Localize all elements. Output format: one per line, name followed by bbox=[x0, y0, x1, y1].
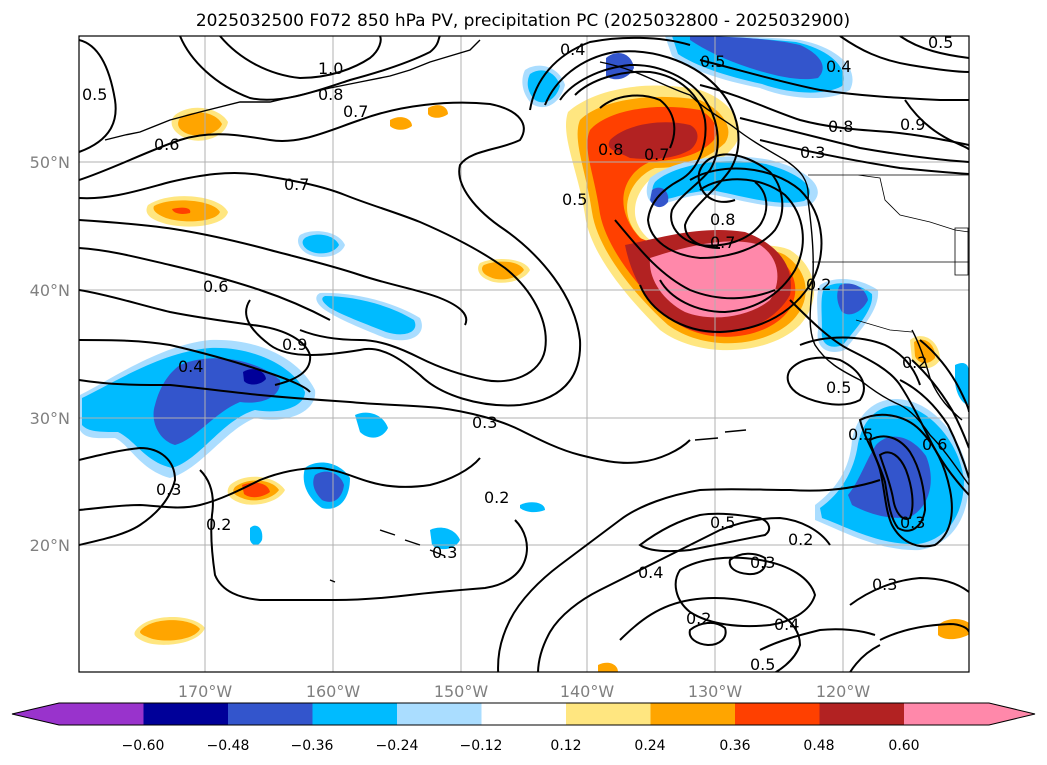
plot-area: 0.4 0.5 0.4 0.5 1.0 0.8 0.7 0.5 0.6 0.8 … bbox=[79, 33, 969, 674]
lat-label: 40°N bbox=[30, 281, 70, 300]
contour-label: 0.8 bbox=[710, 210, 735, 229]
colorbar-segment bbox=[397, 703, 482, 725]
contour-label: 0.3 bbox=[800, 143, 825, 162]
pv-contour-labels: 0.4 0.5 0.4 0.5 1.0 0.8 0.7 0.5 0.6 0.8 … bbox=[82, 33, 953, 674]
colorbar-segment bbox=[650, 703, 736, 725]
colorbar-segment bbox=[904, 703, 989, 725]
lon-label: 130°W bbox=[688, 682, 743, 701]
longitude-labels: 170°W 160°W 150°W 140°W 130°W 120°W bbox=[178, 682, 871, 701]
contour-label: 0.3 bbox=[432, 543, 457, 562]
colorbar-segment bbox=[481, 703, 567, 725]
colorbar-extend-max bbox=[989, 703, 1035, 725]
colorbar-segment bbox=[566, 703, 651, 725]
contour-label: 0.4 bbox=[774, 615, 799, 634]
colorbar-tick-label: −0.36 bbox=[291, 738, 334, 754]
colorbar-tick-label: −0.24 bbox=[376, 738, 419, 754]
contour-label: 0.2 bbox=[788, 530, 813, 549]
contour-label: 0.6 bbox=[154, 135, 179, 154]
contour-label: 0.3 bbox=[750, 553, 775, 572]
lat-label: 50°N bbox=[30, 153, 70, 172]
contour-label: 0.2 bbox=[484, 488, 509, 507]
plot-frame bbox=[78, 35, 970, 673]
colorbar-segment bbox=[312, 703, 398, 725]
pv-contours bbox=[79, 36, 969, 672]
contour-label: 0.6 bbox=[203, 277, 228, 296]
lon-label: 140°W bbox=[560, 682, 615, 701]
colorbar-tick-label: 0.36 bbox=[719, 738, 750, 754]
contour-label: 0.2 bbox=[806, 275, 831, 294]
colorbar-outline bbox=[11, 702, 1036, 726]
colorbar: −0.60 −0.48 −0.36 −0.24 −0.12 0.12 0.24 … bbox=[11, 702, 1036, 754]
contour-label: 0.2 bbox=[686, 609, 711, 628]
contour-label: 0.7 bbox=[284, 175, 309, 194]
colorbar-segments bbox=[12, 703, 1035, 725]
contour-label: 0.5 bbox=[82, 85, 107, 104]
contour-label: 0.9 bbox=[282, 335, 307, 354]
lon-label: 120°W bbox=[816, 682, 871, 701]
contour-label: 0.4 bbox=[826, 57, 851, 76]
colorbar-tick-label: −0.60 bbox=[122, 738, 165, 754]
colorbar-segment bbox=[819, 703, 905, 725]
colorbar-tick-label: 0.12 bbox=[550, 738, 581, 754]
contour-label: 0.4 bbox=[638, 563, 663, 582]
contour-label: 0.3 bbox=[872, 575, 897, 594]
contour-label: 0.5 bbox=[710, 513, 735, 532]
contour-label: 1.0 bbox=[318, 59, 343, 78]
colorbar-segment bbox=[143, 703, 229, 725]
contour-label: 0.4 bbox=[560, 40, 585, 59]
lon-label: 170°W bbox=[178, 682, 233, 701]
lat-label: 30°N bbox=[30, 409, 70, 428]
colorbar-tick-labels: −0.60 −0.48 −0.36 −0.24 −0.12 0.12 0.24 … bbox=[122, 738, 920, 754]
contour-label: 0.5 bbox=[826, 378, 851, 397]
contour-label: 0.2 bbox=[206, 515, 231, 534]
lon-label: 160°W bbox=[306, 682, 361, 701]
figure-title: 2025032500 F072 850 hPa PV, precipitatio… bbox=[196, 11, 850, 31]
contour-label: 0.3 bbox=[900, 513, 925, 532]
contour-label: 0.2 bbox=[902, 353, 927, 372]
contour-label: 0.5 bbox=[562, 190, 587, 209]
colorbar-extend-min bbox=[12, 703, 59, 725]
lat-label: 20°N bbox=[30, 536, 70, 555]
contour-label: 0.5 bbox=[700, 52, 725, 71]
contour-label: 0.5 bbox=[750, 655, 775, 674]
contour-label: 0.8 bbox=[318, 85, 343, 104]
contour-label: 0.7 bbox=[343, 102, 368, 121]
latitude-labels: 50°N 40°N 30°N 20°N bbox=[30, 153, 70, 555]
colorbar-segment bbox=[228, 703, 313, 725]
colorbar-tick-label: 0.48 bbox=[803, 738, 834, 754]
colorbar-tick-label: 0.24 bbox=[634, 738, 665, 754]
contour-label: 0.5 bbox=[928, 33, 953, 52]
colorbar-segment bbox=[735, 703, 820, 725]
contour-label: 0.6 bbox=[922, 435, 947, 454]
contour-label: 0.3 bbox=[156, 480, 181, 499]
colorbar-tick-label: −0.12 bbox=[460, 738, 503, 754]
contour-label: 0.7 bbox=[710, 233, 735, 252]
contour-label: 0.8 bbox=[828, 117, 853, 136]
contour-label: 0.8 bbox=[598, 140, 623, 159]
colorbar-tick-label: 0.60 bbox=[888, 738, 919, 754]
colorbar-segment bbox=[59, 703, 144, 725]
coastlines bbox=[104, 39, 969, 583]
contour-label: 0.7 bbox=[644, 145, 669, 164]
contour-label: 0.9 bbox=[900, 115, 925, 134]
lon-label: 150°W bbox=[434, 682, 489, 701]
contour-label: 0.3 bbox=[472, 413, 497, 432]
contour-label: 0.5 bbox=[848, 425, 873, 444]
precipitation-shading bbox=[80, 36, 969, 672]
colorbar-tick-label: −0.48 bbox=[207, 738, 250, 754]
contour-label: 0.4 bbox=[178, 357, 203, 376]
